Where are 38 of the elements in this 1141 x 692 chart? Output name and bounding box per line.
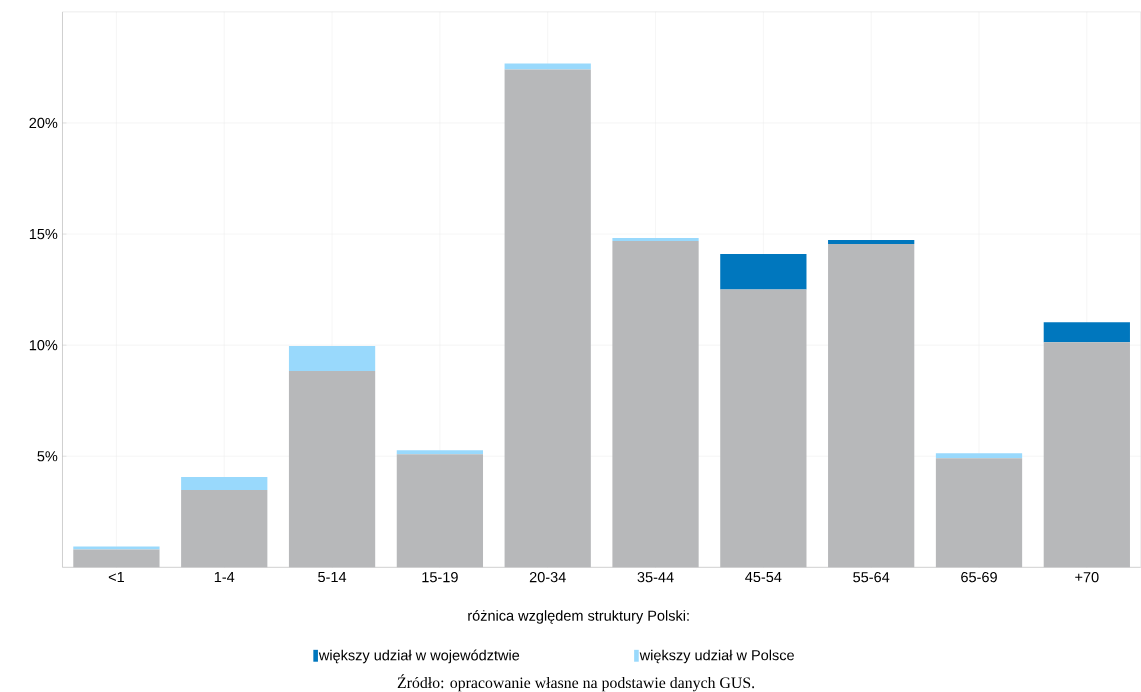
bar: [828, 244, 915, 568]
legend-label: większy udział w Polsce: [639, 649, 794, 664]
y-tick-label: 5%: [37, 451, 58, 462]
bar: [935, 453, 1023, 459]
bar: [73, 546, 160, 550]
bar: [1043, 322, 1130, 343]
bar: [828, 240, 915, 245]
bar: [720, 254, 807, 290]
y-tick-label: 20%: [29, 117, 58, 129]
bar: [504, 63, 591, 70]
x-tick-label: 15-19: [422, 571, 458, 583]
x-tick-label: 1-4: [214, 571, 235, 582]
x-tick-label: <1: [108, 571, 124, 582]
bar: [288, 346, 376, 371]
y-tick-label: 10%: [29, 339, 58, 351]
x-tick-label: 35-44: [637, 571, 674, 583]
bar: [396, 454, 484, 568]
bar: [720, 289, 807, 568]
x-tick-label: 55-64: [853, 571, 890, 583]
bar: [612, 240, 699, 568]
bar: [288, 370, 376, 568]
x-tick-label: +70: [1075, 571, 1099, 583]
x-tick-label: 5-14: [318, 571, 347, 583]
legend-title: różnica względem struktury Polski:: [468, 609, 689, 624]
bar: [181, 489, 268, 568]
bar: [396, 450, 484, 455]
bar: [612, 238, 699, 241]
bar: [73, 549, 160, 568]
bar: [935, 458, 1023, 568]
x-tick-label: 65-69: [961, 571, 997, 583]
text: Źródło: opracowanie własne na podstawie danych GUS.: [397, 674, 755, 692]
bar: [1043, 342, 1130, 568]
x-tick-label: 20-34: [529, 571, 566, 583]
bar: [181, 477, 268, 490]
legend-label: większy udział w województwie: [318, 649, 520, 664]
bar: [504, 69, 591, 568]
y-tick-label: 15%: [29, 228, 58, 240]
x-tick-label: 45-54: [745, 571, 782, 583]
